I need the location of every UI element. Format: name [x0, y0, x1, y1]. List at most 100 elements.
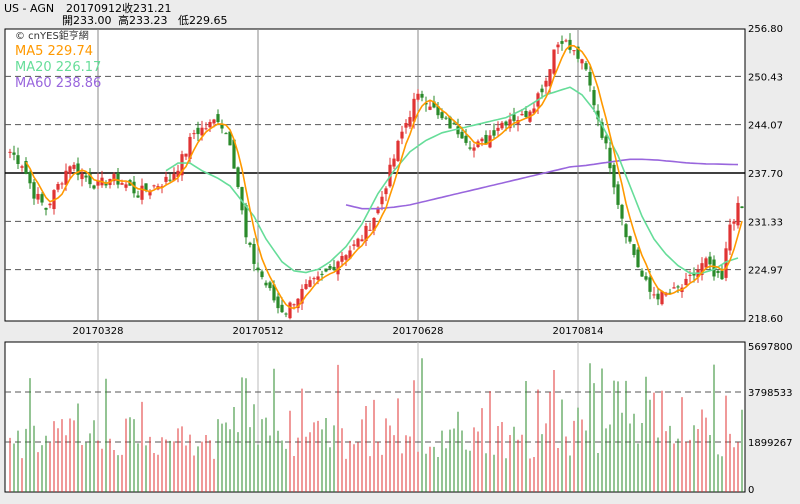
candle-body: [648, 277, 652, 292]
candle-body: [276, 296, 280, 309]
candle-body: [168, 179, 172, 181]
candle-body: [572, 50, 576, 52]
candle-body: [660, 291, 664, 305]
candle-body: [164, 176, 168, 182]
candle-body: [484, 134, 488, 145]
candle-body: [148, 191, 152, 196]
candle-body: [308, 280, 312, 287]
high-label: 高233.23: [118, 13, 168, 27]
candle-body: [724, 248, 728, 278]
candle-body: [672, 287, 676, 289]
candle-body: [208, 122, 212, 128]
candle-body: [272, 284, 276, 301]
candle-body: [316, 276, 320, 280]
ma5-line: [25, 44, 743, 310]
candle-body: [220, 124, 224, 129]
candle-body: [292, 304, 296, 306]
candle-body: [224, 133, 228, 135]
candle-body: [268, 282, 272, 289]
candle-body: [424, 102, 428, 105]
candle-body: [620, 204, 624, 219]
candle-body: [636, 249, 640, 268]
candle-body: [216, 114, 220, 123]
candle-body: [372, 217, 376, 231]
candle-body: [144, 183, 148, 191]
candle-body: [584, 63, 588, 70]
volume-tick-label: 3798533: [748, 388, 793, 399]
candle-body: [568, 39, 572, 50]
candle-body: [236, 167, 240, 187]
candle-body: [628, 236, 632, 242]
candle-body: [384, 188, 388, 195]
candle-body: [304, 284, 308, 289]
candle-body: [676, 286, 680, 288]
candle-body: [728, 224, 732, 251]
candle-body: [496, 127, 500, 131]
candle-body: [428, 106, 432, 110]
candle-body: [400, 131, 404, 139]
candle-body: [256, 267, 260, 271]
candle-body: [392, 158, 396, 167]
candle-body: [452, 123, 456, 125]
candle-body: [544, 80, 548, 87]
candle-body: [500, 122, 504, 129]
open-label: 開233.00: [62, 14, 112, 27]
candle-body: [564, 40, 568, 42]
ma20-line: [165, 86, 739, 275]
date-tick-label: 20170512: [233, 326, 284, 337]
candle-body: [172, 173, 176, 181]
symbol-label: US - AGN: [4, 2, 54, 15]
candle-body: [24, 161, 28, 174]
candle-body: [348, 250, 352, 259]
candle-body: [608, 147, 612, 169]
candle-body: [580, 59, 584, 64]
candle-body: [420, 93, 424, 98]
candle-body: [492, 130, 496, 136]
candle-body: [152, 185, 156, 187]
candlesticks: [8, 33, 744, 320]
candle-body: [436, 106, 440, 116]
candle-body: [712, 259, 716, 277]
candle-body: [364, 225, 368, 241]
candle-body: [692, 273, 696, 276]
price-tick-label: 224.97: [748, 266, 783, 277]
candle-body: [280, 304, 284, 313]
candle-body: [532, 108, 536, 114]
candle-body: [336, 261, 340, 275]
candle-body: [588, 71, 592, 86]
candle-body: [228, 131, 232, 146]
candle-body: [112, 174, 116, 182]
candle-body: [56, 183, 60, 190]
candle-body: [640, 270, 644, 277]
candle-body: [576, 46, 580, 59]
candle-body: [600, 122, 604, 138]
candle-body: [328, 265, 332, 269]
candle-body: [20, 166, 24, 168]
legend-ma20: MA20 226.17: [15, 60, 101, 75]
candle-body: [80, 173, 84, 180]
candle-body: [248, 242, 252, 245]
candle-body: [120, 183, 124, 185]
price-tick-label: 231.33: [748, 217, 783, 228]
volume-axis: 5697800 3798533 1899267 0: [748, 342, 793, 496]
candle-body: [344, 255, 348, 260]
candle-body: [548, 69, 552, 87]
candle-body: [132, 181, 136, 194]
moving-average-lines: [25, 44, 743, 310]
candle-body: [704, 258, 708, 268]
candle-body: [440, 112, 444, 119]
candle-body: [136, 195, 140, 198]
legend-ma60: MA60 238.86: [15, 76, 101, 91]
candle-body: [240, 187, 244, 211]
candle-body: [708, 256, 712, 265]
candle-body: [264, 282, 268, 286]
candle-body: [464, 135, 468, 143]
ma60-line: [345, 158, 739, 210]
candle-body: [644, 276, 648, 280]
candle-body: [8, 151, 12, 153]
candle-body: [244, 205, 248, 238]
candle-body: [32, 182, 36, 199]
price-tick-label: 244.07: [748, 121, 783, 132]
candle-body: [160, 186, 164, 188]
